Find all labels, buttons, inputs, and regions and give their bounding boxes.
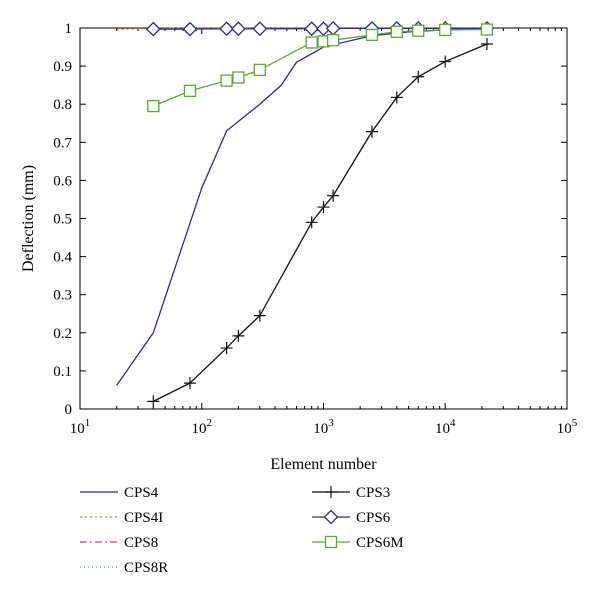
data-point-cps6 (145, 21, 161, 37)
data-point-cps3 (253, 309, 266, 322)
x-tick-exponent: 4 (450, 417, 456, 429)
data-point-cps6 (252, 21, 268, 37)
data-point-cps6m (147, 99, 160, 113)
data-point-cps6m (390, 25, 403, 38)
x-tick-exponent: 5 (572, 417, 578, 429)
legend-label: CPS4I (124, 510, 163, 526)
data-point-cps6m (326, 34, 340, 47)
y-tick-label: 0.7 (53, 135, 72, 151)
y-tick-label: 0.9 (53, 59, 72, 75)
legend-item-cps4i: CPS4I (80, 510, 163, 526)
legend-item-cps4: CPS4 (80, 485, 159, 501)
legend-marker (325, 486, 337, 498)
series-cps6m (147, 23, 494, 113)
data-point-cps3 (480, 38, 493, 51)
x-tick-base: 10 (70, 421, 85, 437)
data-point-cps3 (390, 91, 403, 104)
series-cps4 (116, 28, 487, 386)
series-line-cps3 (153, 43, 488, 402)
data-point-cps6 (219, 21, 235, 37)
legend-marker (324, 535, 338, 549)
series-cps3 (147, 38, 493, 408)
x-tick-label: 104 (435, 417, 456, 437)
series-layer (116, 20, 495, 408)
y-tick-label: 0.6 (53, 173, 72, 189)
data-point-cps6m (412, 24, 425, 37)
y-tick-label: 0.2 (53, 326, 72, 342)
data-point-cps6m (305, 36, 318, 49)
y-tick-label: 0.8 (53, 97, 72, 113)
data-point-cps3 (365, 125, 378, 138)
data-point-cps6m (480, 23, 494, 36)
data-point-cps3 (232, 329, 245, 342)
data-point-cps3 (327, 189, 340, 202)
data-point-cps3 (317, 201, 330, 214)
data-point-cps6 (304, 21, 320, 37)
x-tick-exponent: 3 (328, 417, 334, 429)
legend-marker (323, 509, 339, 525)
x-tick-base: 10 (192, 421, 207, 437)
legend-item-cps6: CPS6 (312, 509, 391, 526)
x-tick-exponent: 1 (85, 417, 91, 429)
y-tick-label: 0 (65, 402, 73, 418)
y-tick-label: 0.1 (53, 364, 72, 380)
legend-item-cps6m: CPS6M (312, 535, 404, 551)
legend-item-cps3: CPS3 (312, 485, 390, 501)
data-point-cps3 (439, 55, 452, 68)
legend-item-cps8: CPS8 (80, 535, 158, 551)
y-tick-label: 1 (65, 21, 73, 37)
legend-label: CPS4 (124, 485, 159, 501)
legend-label: CPS3 (356, 485, 390, 501)
legend-label: CPS6M (356, 535, 404, 551)
data-point-cps3 (412, 70, 425, 83)
data-point-cps6m (253, 63, 266, 77)
data-point-cps6m (183, 84, 197, 98)
x-tick-label: 102 (192, 417, 213, 437)
legend-label: CPS6 (356, 510, 391, 526)
x-tick-label: 103 (313, 417, 334, 437)
x-axis-label: Element number (270, 456, 377, 473)
y-axis-label: Deflection (mm) (20, 165, 37, 272)
data-point-cps3 (220, 342, 233, 355)
data-point-cps6m (232, 71, 245, 84)
legend-label: CPS8R (124, 560, 168, 576)
data-point-cps6 (182, 21, 198, 37)
data-point-cps3 (147, 395, 160, 408)
y-tick-label: 0.4 (53, 250, 72, 266)
data-point-cps6m (220, 74, 233, 87)
y-tick-label: 0.3 (53, 288, 72, 304)
data-point-cps3 (183, 377, 196, 390)
plot-frame (79, 27, 568, 410)
x-tick-base: 10 (435, 421, 450, 437)
x-tick-base: 10 (313, 421, 328, 437)
y-tick-label: 0.5 (53, 212, 72, 228)
x-tick-exponent: 2 (207, 417, 213, 429)
x-tick-base: 10 (557, 421, 572, 437)
data-point-cps6m (439, 23, 452, 37)
legend: CPS4 CPS4I CPS8 CPS8R CPS3 CPS6 CPS6M (80, 485, 404, 576)
x-tick-label: 105 (557, 417, 578, 437)
legend-label: CPS8 (124, 535, 158, 551)
series-line-cps4 (116, 28, 487, 386)
data-point-cps3 (305, 216, 318, 229)
data-point-cps6m (365, 28, 379, 42)
data-point-cps6 (230, 21, 246, 37)
x-tick-label: 101 (70, 417, 91, 437)
legend-item-cps8r: CPS8R (80, 560, 168, 576)
data-point-cps6 (325, 20, 341, 36)
